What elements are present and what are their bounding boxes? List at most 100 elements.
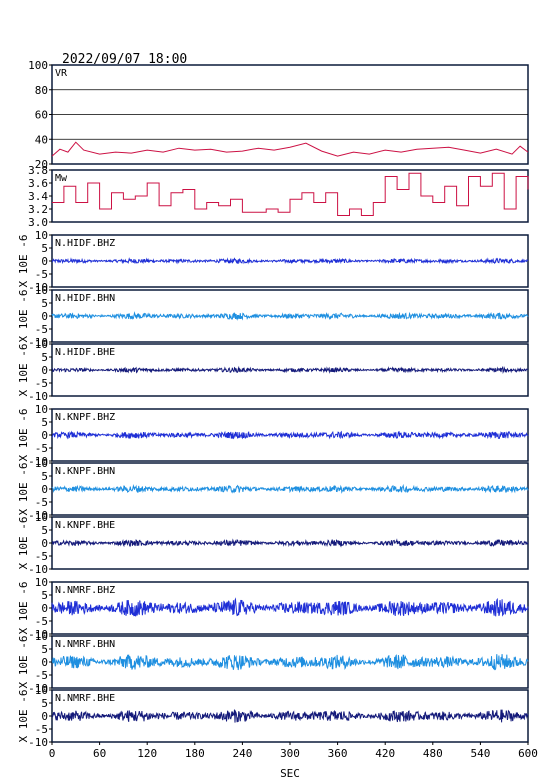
y-tick-label: -5	[35, 723, 48, 736]
panel-label: N.HIDF.BHZ	[55, 238, 115, 249]
y-tick-label: -5	[35, 550, 48, 563]
y-tick-label: 3.4	[28, 190, 48, 203]
y-tick-label: 0	[41, 483, 48, 496]
panel-label: N.KNPF.BHN	[55, 466, 115, 477]
y-tick-label: 10	[35, 229, 48, 242]
waveform-trace	[51, 257, 529, 265]
y-tick-label: -10	[28, 455, 48, 468]
x-tick-label: 480	[423, 747, 443, 760]
y-tick-label: 0	[41, 429, 48, 442]
y-tick-label: 3.6	[28, 177, 48, 190]
y-tick-label: 20	[35, 158, 48, 171]
y-tick-label: -10	[28, 628, 48, 641]
series-line	[51, 141, 529, 157]
x-tick-label: 600	[518, 747, 538, 760]
y-tick-label: 3.8	[28, 164, 48, 177]
x-tick-label: 420	[375, 747, 395, 760]
y-tick-label: 5	[41, 524, 48, 537]
timestamp-title: 2022/09/07 18:00	[62, 52, 187, 67]
y-tick-label: -10	[28, 563, 48, 576]
seismo-ylabel: X 10E -6	[17, 290, 30, 343]
y-tick-label: -5	[35, 615, 48, 628]
panel-vr: 100 80 60 40 20 VR	[28, 59, 529, 171]
seismo-ylabel: X 10E -6	[17, 344, 30, 397]
x-tick-label: 180	[185, 747, 205, 760]
y-tick-label: -10	[28, 281, 48, 294]
y-tick-label: 5	[41, 697, 48, 710]
seismo-ylabel: X 10E -6	[17, 517, 30, 570]
y-tick-label: -5	[35, 496, 48, 509]
y-tick-label: 10	[35, 457, 48, 470]
y-tick-label: 5	[41, 416, 48, 429]
waveform-trace	[51, 597, 529, 617]
seismo-ylabel: X 10E -6	[17, 463, 30, 516]
y-tick-label: 0	[41, 255, 48, 268]
x-tick-label: 360	[328, 747, 348, 760]
seismo-ylabel: X 10E -6	[17, 690, 30, 743]
y-tick-label: -5	[35, 268, 48, 281]
waveform-trace	[51, 654, 529, 671]
y-tick-label: 10	[35, 684, 48, 697]
panel-label: N.HIDF.BHN	[55, 293, 115, 304]
y-tick-label: 0	[41, 364, 48, 377]
x-tick-label: 300	[280, 747, 300, 760]
y-tick-label: -10	[28, 336, 48, 349]
waveform-trace	[51, 365, 529, 375]
y-tick-label: 5	[41, 643, 48, 656]
x-tick-label: 60	[93, 747, 106, 760]
seismo-ylabel: X 10E -6	[17, 636, 30, 689]
waveform-trace	[51, 709, 529, 723]
y-tick-label: 5	[41, 470, 48, 483]
y-tick-label: 100	[28, 59, 48, 72]
y-tick-label: 10	[35, 284, 48, 297]
y-tick-label: 5	[41, 351, 48, 364]
x-axis-label: SEC	[280, 767, 300, 780]
y-tick-label: 0	[41, 710, 48, 723]
y-tick-label: 10	[35, 338, 48, 351]
y-tick-label: -10	[28, 736, 48, 749]
series-line	[52, 172, 529, 216]
y-tick-label: -10	[28, 509, 48, 522]
y-tick-label: -5	[35, 669, 48, 682]
waveform-trace	[51, 538, 529, 548]
y-tick-label: 0	[41, 602, 48, 615]
y-tick-label: 0	[41, 537, 48, 550]
y-tick-label: -10	[28, 682, 48, 695]
y-tick-label: 0	[41, 656, 48, 669]
seismo-ylabel: X 10E -6	[17, 582, 30, 635]
y-tick-label: 3.2	[28, 203, 48, 216]
panel-label: Mw	[55, 173, 68, 184]
y-tick-label: 5	[41, 297, 48, 310]
panel-label: VR	[55, 68, 68, 79]
panel-label: N.NMRF.BHZ	[55, 585, 115, 596]
y-tick-label: 5	[41, 589, 48, 602]
y-tick-label: 10	[35, 630, 48, 643]
x-tick-label: 0	[49, 747, 56, 760]
panel-n-nmrf-bhz: 10 50-5-10 N.NMRF.BHZ	[28, 576, 529, 641]
y-tick-label: -10	[28, 390, 48, 403]
panel-label: N.KNPF.BHE	[55, 520, 115, 531]
y-tick-label: -5	[35, 377, 48, 390]
y-tick-label: -5	[35, 323, 48, 336]
seismo-ylabel: X 10E -6	[17, 409, 30, 462]
waveform-trace	[51, 483, 529, 494]
y-tick-label: 80	[35, 84, 48, 97]
seismo-ylabels-group: X 10E -6X 10E -6X 10E -6X 10E -6X 10E -6…	[17, 235, 30, 743]
x-axis: 0 60 120 180 240 300 360 420 480 540 600	[49, 742, 538, 760]
y-tick-label: 5	[41, 242, 48, 255]
waveform-trace	[51, 311, 529, 321]
panel-frame	[51, 169, 529, 223]
panel-label: N.NMRF.BHN	[55, 639, 115, 650]
y-tick-label: 10	[35, 403, 48, 416]
y-tick-label: 60	[35, 109, 48, 122]
y-tick-label: 0	[41, 310, 48, 323]
panel-label: N.HIDF.BHE	[55, 347, 115, 358]
